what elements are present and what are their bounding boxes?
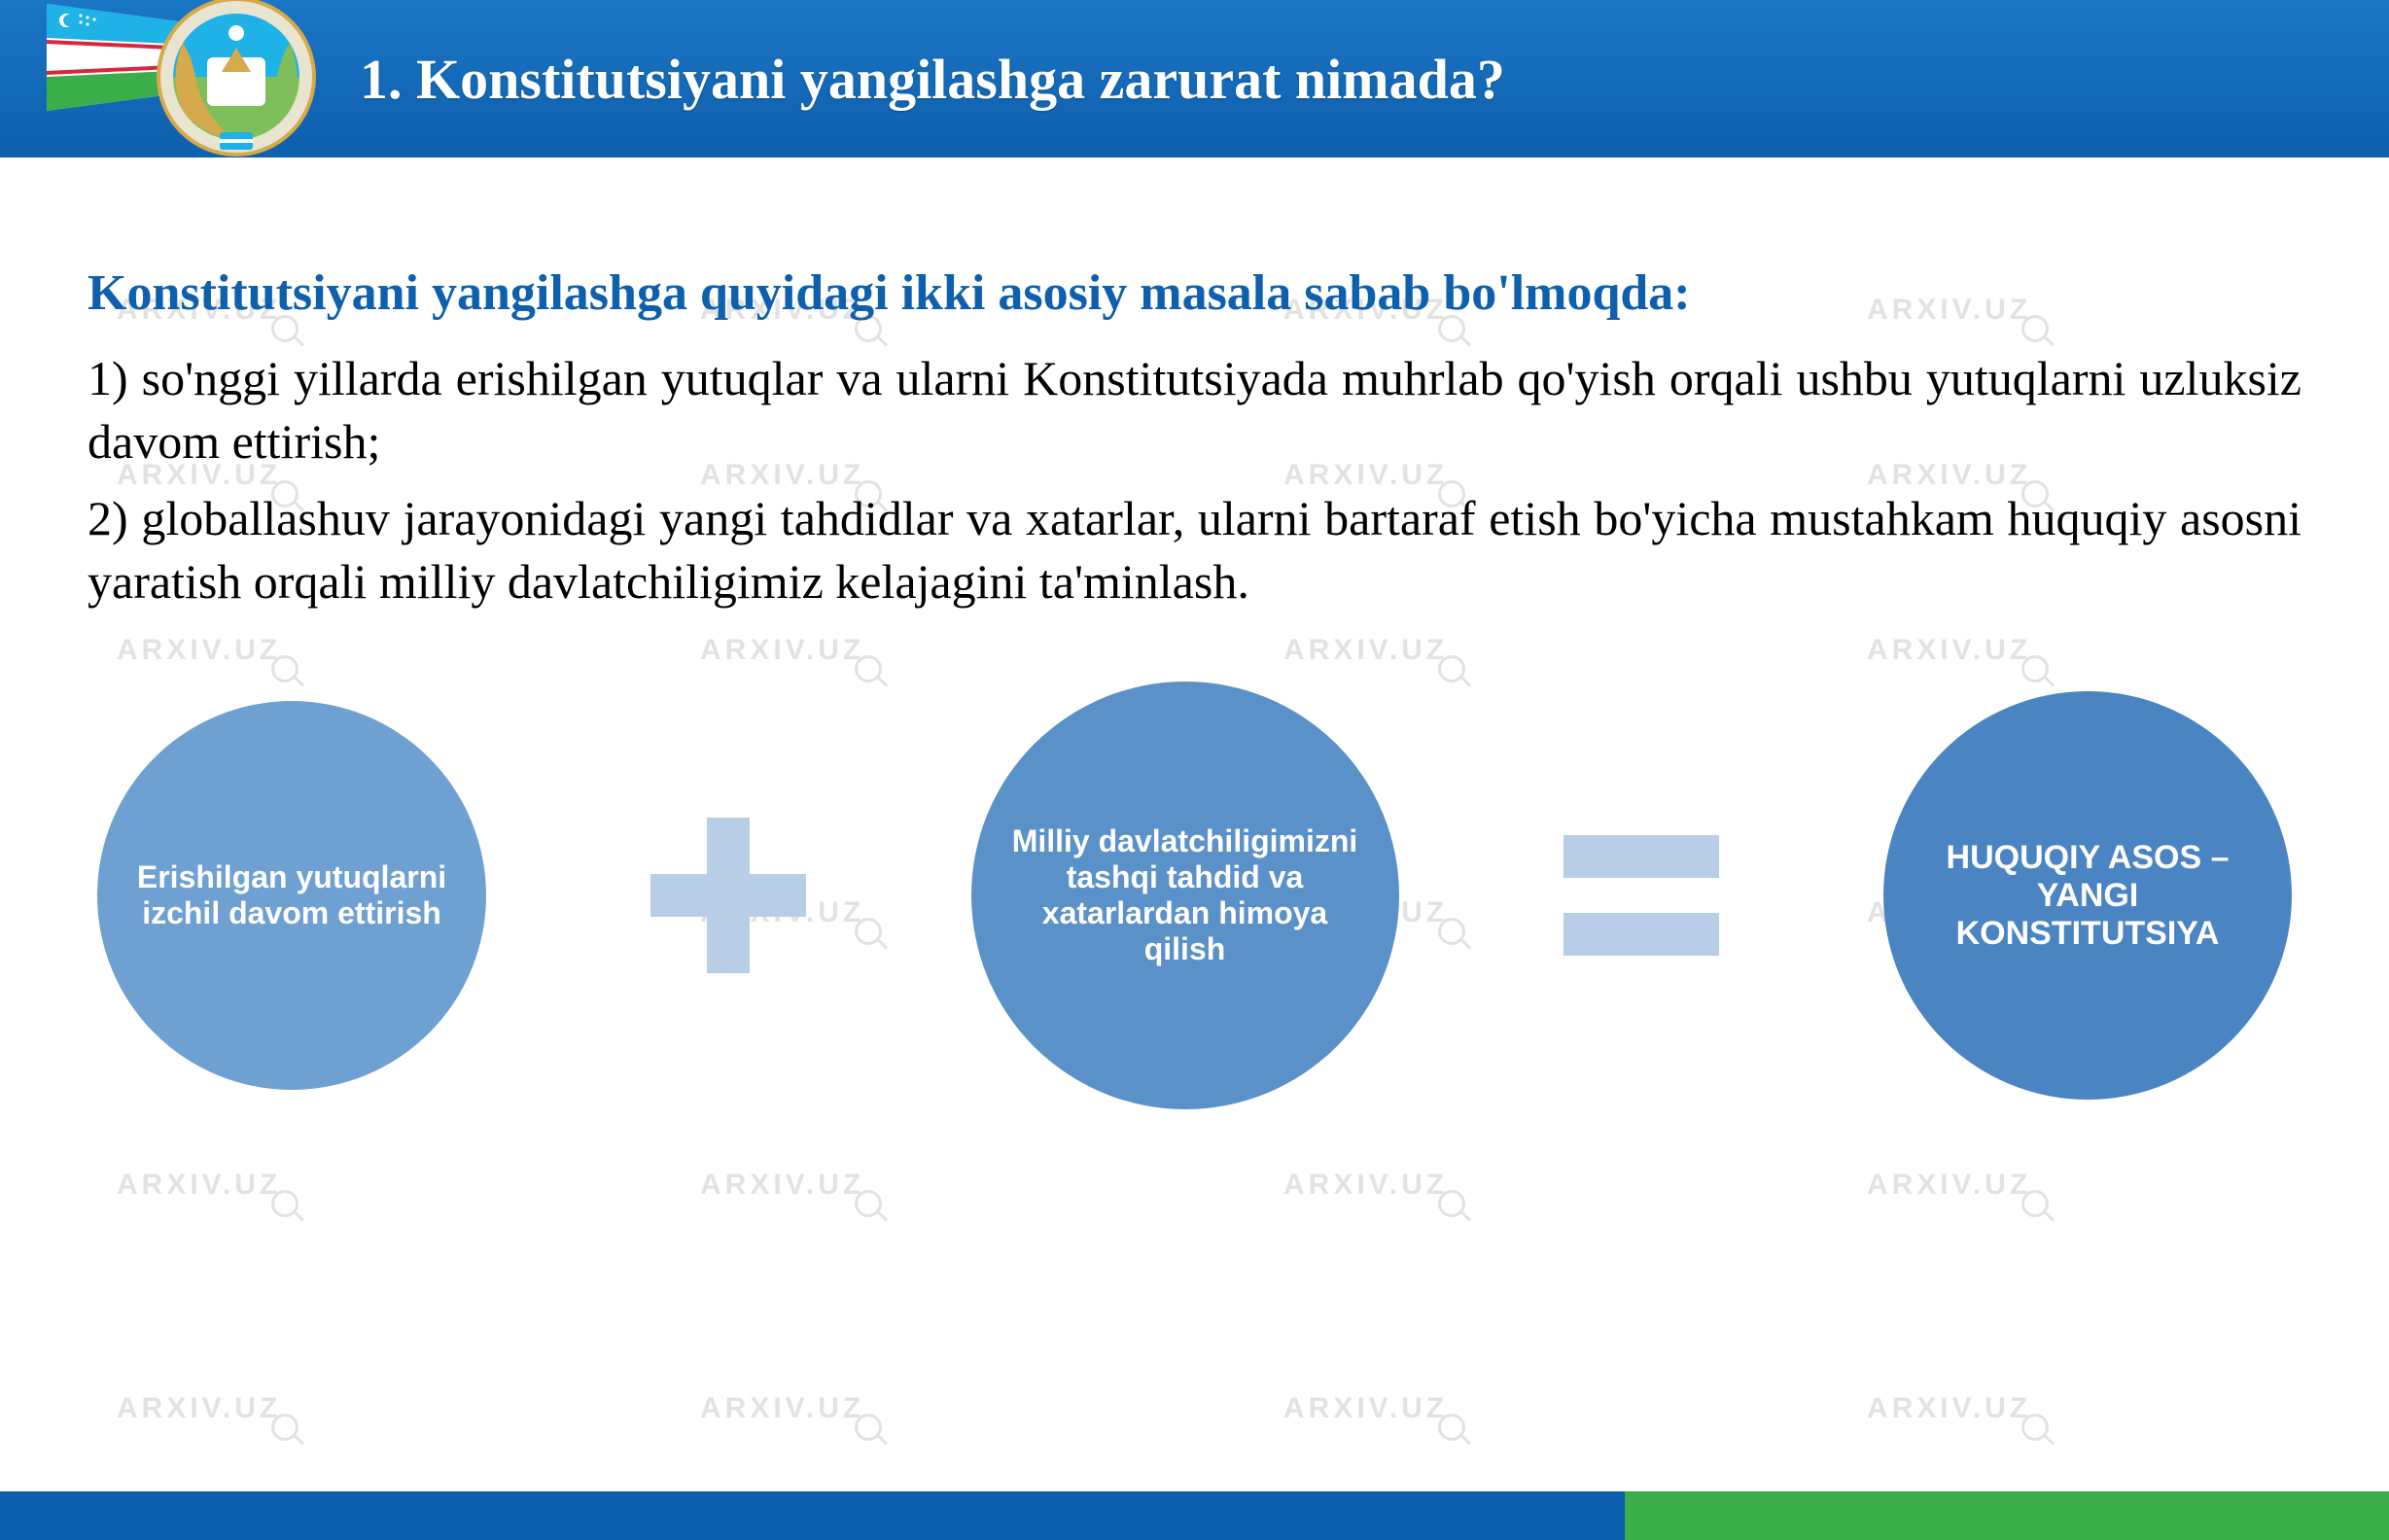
footer-bar: [0, 1491, 2389, 1540]
paragraph-2: 2) globallashuv jarayonidagi yangi tahdi…: [88, 487, 2301, 613]
footer-green: [1625, 1491, 2389, 1540]
equals-operator: [1563, 835, 1719, 956]
circle-result: HUQUQIY ASOS – YANGI KONSTITUTSIYA: [1883, 691, 2292, 1100]
slide-header: 1. Konstitutsiyani yangilashga zarurat n…: [0, 0, 2389, 158]
footer-blue: [0, 1491, 1625, 1540]
coat-of-arms-icon: [154, 0, 319, 159]
plus-operator: [650, 818, 806, 973]
paragraph-1: 1) so'nggi yillarda erishilgan yutuqlar …: [88, 347, 2301, 473]
equation-infographic: Erishilgan yutuqlarni izchil davom ettir…: [88, 682, 2301, 1109]
slide-title: 1. Konstitutsiyani yangilashga zarurat n…: [360, 47, 1505, 112]
circle-label: HUQUQIY ASOS – YANGI KONSTITUTSIYA: [1922, 839, 2253, 953]
equals-icon: [1563, 835, 1719, 956]
circle-achievements: Erishilgan yutuqlarni izchil davom ettir…: [97, 701, 486, 1090]
slide-content: Konstitutsiyani yangilashga quyidagi ikk…: [0, 158, 2389, 1109]
subtitle: Konstitutsiyani yangilashga quyidagi ikk…: [88, 264, 2301, 322]
header-emblems: [47, 0, 338, 169]
circle-protection: Milliy davlatchiligimizni tashqi tahdid …: [971, 682, 1399, 1109]
plus-icon: [650, 818, 806, 973]
circle-label: Milliy davlatchiligimizni tashqi tahdid …: [1010, 823, 1360, 967]
circle-label: Erishilgan yutuqlarni izchil davom ettir…: [136, 859, 447, 931]
